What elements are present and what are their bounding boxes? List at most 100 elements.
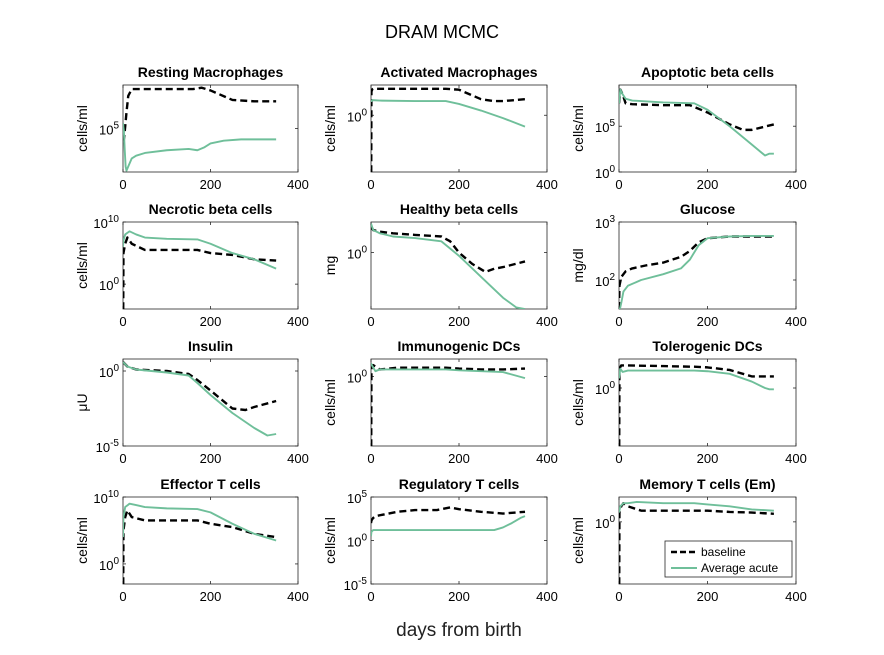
y-axis-label: mg/dl [570,248,586,282]
y-tick-label: 103 [595,214,615,231]
y-axis-label: cells/ml [74,105,90,152]
series-line-baseline [123,86,277,141]
x-tick-label: 200 [448,314,470,329]
figure-title: DRAM MCMC [385,22,499,42]
x-tick-label: 0 [615,451,622,466]
series-line-baseline [371,87,526,172]
series-line-average-acute [371,223,526,309]
x-axis-label: days from birth [396,620,522,641]
series-line-baseline [619,88,775,132]
y-tick-label: 100 [347,245,367,262]
subplot-insulin: Insulin μU 0 200 400 100 10-5 [74,338,309,466]
series-line-average-acute [371,362,526,380]
y-tick-label: 105 [99,121,119,138]
series-line-average-acute [619,234,774,309]
x-tick-label: 200 [697,314,719,329]
x-tick-label: 400 [785,314,807,329]
x-tick-label: 400 [536,177,558,192]
x-tick-label: 400 [287,177,309,192]
x-tick-label: 0 [367,451,374,466]
subplot-grid: Resting Macrophages cells/ml 0 200 400 105 Act… [74,64,807,604]
y-tick-label: 105 [347,489,367,506]
x-tick-label: 0 [119,589,126,604]
y-tick-label: 100 [347,107,367,124]
y-tick-label: 105 [595,118,615,135]
x-tick-label: 400 [536,451,558,466]
legend-label-baseline: baseline [701,545,746,559]
subplot-title: Memory T cells (Em) [639,476,775,492]
y-tick-label: 100 [99,363,119,380]
subplot-title: Insulin [188,338,233,354]
subplot-effector-t-cells: Effector T cells cells/ml 0 200 400 100 1010 [74,476,309,604]
y-tick-label: 100 [595,514,615,531]
series-line-baseline [371,226,526,274]
x-tick-label: 200 [200,314,222,329]
series-line-baseline [619,364,774,446]
series-line-average-acute [371,515,526,537]
y-axis-label: cells/ml [74,517,90,564]
x-tick-label: 400 [785,177,807,192]
y-tick-label: 1010 [93,214,119,231]
legend: baseline Average acute [664,540,793,578]
series-line-average-acute [123,122,277,172]
subplot-necrotic-beta-cells: Necrotic beta cells cells/ml 0 200 400 100 101… [74,201,309,329]
y-axis-label: μU [74,393,90,411]
y-tick-label: 100 [595,380,615,397]
axes-box [122,221,299,310]
series-line-average-acute [123,361,277,437]
subplot-title: Healthy beta cells [400,201,518,217]
axes-box [122,84,299,173]
y-axis-label: cells/ml [570,379,586,426]
series-line-baseline [123,236,277,309]
subplot-resting-macrophages: Resting Macrophages cells/ml 0 200 400 105 [74,64,309,192]
y-axis-label: cells/ml [322,517,338,564]
x-tick-label: 400 [287,314,309,329]
y-axis-label: mg [322,256,338,275]
subplot-glucose: Glucose mg/dl 0 200 400 102 103 [570,201,807,329]
subplot-title: Activated Macrophages [380,64,537,80]
subplot-title: Glucose [680,201,735,217]
x-tick-label: 400 [536,589,558,604]
x-tick-label: 200 [697,451,719,466]
subplot-regulatory-t-cells: Regulatory T cells cells/ml 0 200 400 105 100 1… [322,476,558,604]
y-tick-label: 1010 [93,489,119,506]
subplot-memory-t-cells-em: Memory T cells (Em) cells/ml 0 200 400 100 [570,476,807,604]
x-tick-label: 200 [697,177,719,192]
x-tick-label: 0 [367,589,374,604]
axes-box [122,496,299,585]
subplot-tolerogenic-dcs: Tolerogenic DCs cells/ml 0 200 400 100 [570,338,807,466]
series-line-average-acute [619,367,774,391]
y-tick-label: 100 [99,556,119,573]
y-tick-label: 100 [99,276,119,293]
y-tick-label: 100 [347,533,367,550]
axes-box [618,84,797,173]
y-axis-label: cells/ml [570,105,586,152]
series-line-baseline [371,506,526,524]
y-tick-label: 100 [595,164,615,181]
y-tick-label: 100 [347,368,367,385]
series-line-average-acute [619,88,774,157]
axes-box [618,358,797,447]
series-line-average-acute [619,501,774,513]
subplot-immunogenic-dcs: Immunogenic DCs cells/ml 0 200 400 100 [322,338,558,466]
x-tick-label: 0 [615,314,622,329]
y-axis-label: cells/ml [322,379,338,426]
x-tick-label: 400 [287,589,309,604]
x-tick-label: 0 [367,177,374,192]
x-tick-label: 200 [200,177,222,192]
legend-label-average-acute: Average acute [701,561,778,575]
x-tick-label: 0 [119,177,126,192]
axes-box [370,358,548,447]
x-tick-label: 200 [697,589,719,604]
subplot-title: Regulatory T cells [399,476,520,492]
y-tick-label: 10-5 [96,438,120,455]
subplot-apoptotic-beta-cells: Apoptotic beta cells cells/ml 0 200 400 100 10… [570,64,807,192]
x-tick-label: 200 [200,589,222,604]
subplot-title: Tolerogenic DCs [652,338,762,354]
y-axis-label: cells/ml [74,242,90,289]
series-line-average-acute [123,502,277,542]
x-tick-label: 0 [615,177,622,192]
y-axis-label: cells/ml [322,105,338,152]
subplot-title: Necrotic beta cells [149,201,273,217]
x-tick-label: 200 [448,451,470,466]
